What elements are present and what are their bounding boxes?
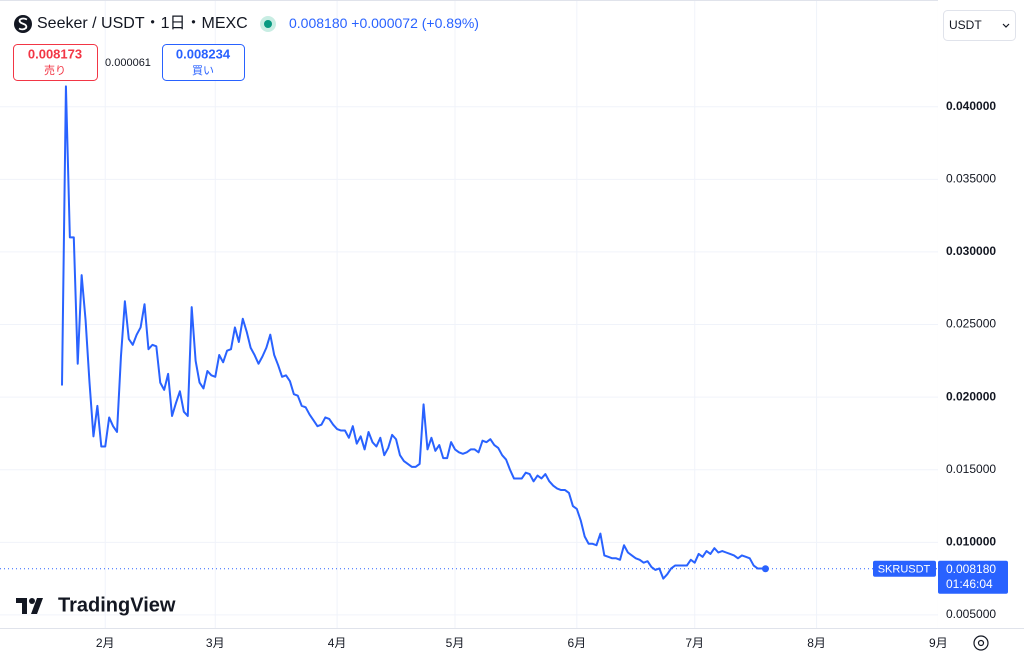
price-tag (938, 560, 1008, 594)
y-tick-label: 0.015000 (946, 462, 996, 476)
buy-button[interactable] (162, 44, 245, 81)
y-tick-label: 0.040000 (946, 99, 996, 113)
change-pct: (+0.89%) (422, 15, 479, 31)
symbol-tag (873, 560, 936, 577)
x-tick-label: 2月 (96, 636, 115, 650)
watermark-logo (16, 598, 43, 614)
buy-label: 買い (192, 64, 214, 77)
x-tick-label: 3月 (206, 636, 225, 650)
y-tick-label: 0.030000 (946, 244, 996, 258)
spread: 0.000061 (105, 57, 151, 69)
price-axis-labels: 0.005000 0.010000 0.015000 0.020000 0.025000… (946, 99, 996, 621)
x-tick-label: 9月 (929, 636, 948, 650)
price-axis (938, 0, 1024, 628)
price-tag-value: 0.008180 (946, 562, 996, 576)
plot-area: 2月 3月 4月 5月 6月 7月 8月 9月 (0, 0, 948, 650)
status-dot-core (264, 20, 272, 28)
sell-button[interactable] (13, 44, 98, 81)
change: +0.000072 (351, 15, 418, 31)
symbol-logo-mark (18, 17, 28, 31)
y-tick-label: 0.020000 (946, 389, 996, 403)
y-tick-label: 0.035000 (946, 172, 996, 186)
symbol-title[interactable]: Seeker / USDT・1日・MEXC (37, 15, 248, 32)
settings-icon-core (977, 639, 985, 647)
sell-label: 売り (44, 64, 66, 77)
y-tick-label: 0.025000 (946, 317, 996, 331)
price-summary: 0.008180 +0.000072 (+0.89%) (289, 15, 479, 31)
x-tick-label: 7月 (685, 636, 704, 650)
currency-select[interactable] (943, 10, 1016, 41)
price-line (61, 85, 766, 580)
x-tick-label: 6月 (567, 636, 586, 650)
last-price: 0.008180 (289, 15, 348, 31)
settings-icon[interactable] (973, 635, 989, 651)
x-tick-label: 5月 (446, 636, 465, 650)
last-point (761, 565, 769, 573)
symbol-tag-label: SKRUSDT (878, 564, 931, 576)
watermark: TradingView (58, 594, 176, 616)
buy-price: 0.008234 (176, 46, 231, 61)
y-tick-label: 0.005000 (946, 607, 996, 621)
x-tick-label: 8月 (807, 636, 826, 650)
price-tag-countdown: 01:46:04 (946, 577, 993, 591)
dropdown-arrow (1002, 23, 1010, 28)
y-tick-label: 0.010000 (946, 535, 996, 549)
watermark-logo-dot (29, 598, 35, 604)
currency: USDT (949, 18, 982, 32)
x-tick-label: 4月 (328, 636, 347, 650)
sell-price: 0.008173 (28, 46, 82, 61)
